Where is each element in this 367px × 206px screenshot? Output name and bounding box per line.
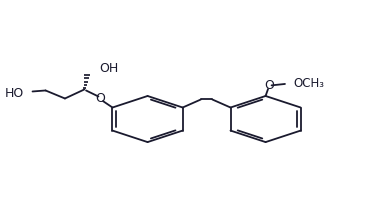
- Text: OCH₃: OCH₃: [294, 77, 325, 90]
- Text: OH: OH: [99, 62, 119, 75]
- Text: O: O: [95, 92, 105, 105]
- Text: HO: HO: [5, 87, 25, 100]
- Text: O: O: [264, 79, 274, 92]
